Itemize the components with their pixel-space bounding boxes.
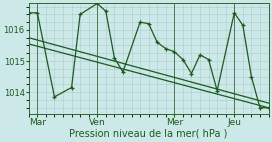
X-axis label: Pression niveau de la mer( hPa ): Pression niveau de la mer( hPa )	[69, 129, 228, 139]
